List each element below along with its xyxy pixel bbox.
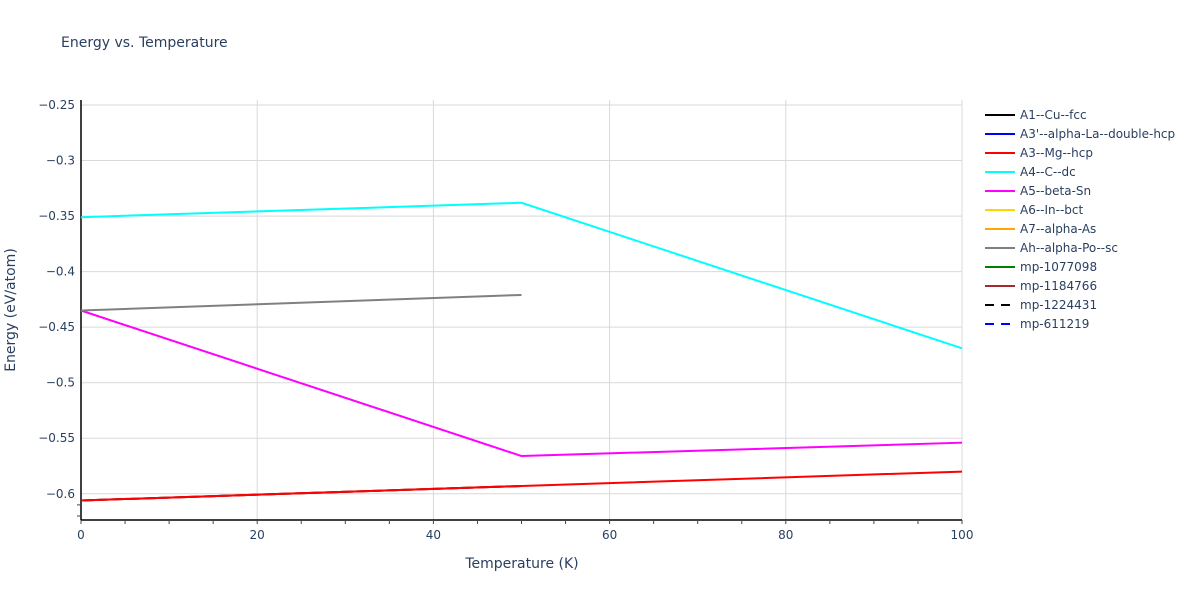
legend-line-icon bbox=[985, 222, 1015, 236]
gridlines bbox=[81, 100, 963, 520]
legend: A1--Cu--fcc A3'--alpha-La--double-hcp A3--… bbox=[985, 105, 1175, 333]
legend-label: A6--In--bct bbox=[1020, 202, 1084, 217]
legend-item[interactable]: mp-1077098 bbox=[985, 257, 1175, 276]
legend-item[interactable]: A4--C--dc bbox=[985, 162, 1175, 181]
legend-line-icon bbox=[985, 108, 1015, 122]
legend-item[interactable]: mp-1184766 bbox=[985, 276, 1175, 295]
legend-line-icon bbox=[985, 184, 1015, 198]
legend-line-icon bbox=[985, 203, 1015, 217]
x-tick-label: 0 bbox=[77, 528, 85, 542]
legend-item[interactable]: A1--Cu--fcc bbox=[985, 105, 1175, 124]
legend-item[interactable]: A5--beta-Sn bbox=[985, 181, 1175, 200]
legend-label: A3--Mg--hcp bbox=[1020, 145, 1093, 160]
y-tick-label: −0.45 bbox=[38, 320, 75, 334]
legend-line-icon bbox=[985, 317, 1015, 331]
legend-label: mp-1184766 bbox=[1020, 278, 1098, 293]
legend-item[interactable]: A6--In--bct bbox=[985, 200, 1175, 219]
legend-item[interactable]: mp-611219 bbox=[985, 314, 1175, 333]
legend-label: Ah--alpha-Po--sc bbox=[1020, 240, 1118, 255]
legend-label: A3'--alpha-La--double-hcp bbox=[1020, 126, 1176, 141]
y-axis-title: Energy (eV/atom) bbox=[3, 248, 19, 372]
x-tick-label: 60 bbox=[602, 528, 617, 542]
series-line bbox=[80, 309, 963, 458]
y-tick-label: −0.35 bbox=[38, 209, 75, 223]
axes bbox=[77, 100, 963, 524]
chart-title: Energy vs. Temperature bbox=[61, 35, 228, 51]
legend-label: A1--Cu--fcc bbox=[1020, 107, 1087, 122]
y-tick-label: −0.5 bbox=[46, 376, 75, 390]
legend-item[interactable]: A7--alpha-As bbox=[985, 219, 1175, 238]
y-tick-label: −0.4 bbox=[46, 265, 75, 279]
tick-labels: 0 20 40 60 80 100 −0.25 −0.3 −0.35 −0.4 −0.45 −0.5 −… bbox=[38, 98, 973, 542]
legend-item[interactable]: A3'--alpha-La--double-hcp bbox=[985, 124, 1175, 143]
series-lines bbox=[80, 201, 963, 502]
series-line bbox=[80, 201, 963, 350]
y-tick-label: −0.3 bbox=[46, 154, 75, 168]
legend-line-icon bbox=[985, 127, 1015, 141]
legend-label: mp-1077098 bbox=[1020, 259, 1098, 274]
x-tick-label: 80 bbox=[778, 528, 793, 542]
series-line bbox=[80, 470, 963, 502]
x-tick-label: 20 bbox=[250, 528, 265, 542]
legend-line-icon bbox=[985, 146, 1015, 160]
y-tick-label: −0.55 bbox=[38, 431, 75, 445]
x-axis-title: Temperature (K) bbox=[464, 556, 578, 572]
legend-line-icon bbox=[985, 260, 1015, 274]
legend-label: A7--alpha-As bbox=[1020, 221, 1097, 236]
legend-item[interactable]: A3--Mg--hcp bbox=[985, 143, 1175, 162]
legend-line-icon bbox=[985, 298, 1015, 312]
legend-line-icon bbox=[985, 165, 1015, 179]
legend-label: mp-611219 bbox=[1020, 316, 1090, 331]
legend-label: A5--beta-Sn bbox=[1020, 183, 1092, 198]
legend-line-icon bbox=[985, 279, 1015, 293]
y-tick-label: −0.25 bbox=[38, 98, 75, 112]
legend-item[interactable]: Ah--alpha-Po--sc bbox=[985, 238, 1175, 257]
y-tick-label: −0.6 bbox=[46, 487, 75, 501]
legend-label: mp-1224431 bbox=[1020, 297, 1098, 312]
legend-label: A4--C--dc bbox=[1020, 164, 1076, 179]
series-line bbox=[80, 293, 522, 312]
legend-line-icon bbox=[985, 241, 1015, 255]
legend-item[interactable]: mp-1224431 bbox=[985, 295, 1175, 314]
x-tick-label: 100 bbox=[951, 528, 974, 542]
x-tick-label: 40 bbox=[426, 528, 441, 542]
